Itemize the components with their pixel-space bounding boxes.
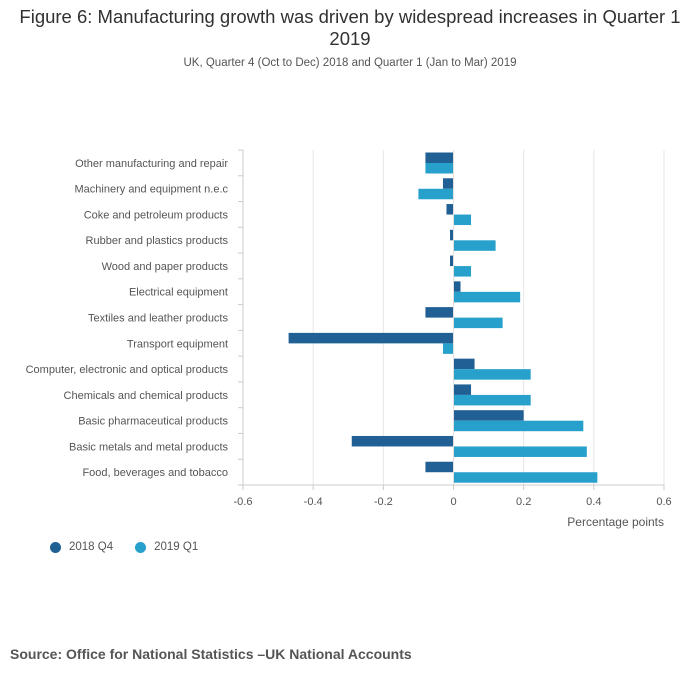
legend-label-2018-q4: 2018 Q4 (69, 541, 114, 553)
category-label: Machinery and equipment n.e.c (75, 184, 229, 196)
x-tick-label: -0.4 (304, 496, 323, 508)
bar-2019-q1 (453, 291, 521, 303)
category-label: Transport equipment (127, 338, 228, 350)
x-tick-label: 0.4 (586, 496, 601, 508)
bar-2019-q1 (453, 472, 598, 483)
bar-2019-q1 (453, 317, 503, 329)
category-label: Basic metals and metal products (69, 441, 228, 453)
category-label: Electrical equipment (129, 287, 228, 299)
bar-2019-q1 (442, 343, 454, 354)
legend-marker-2019-q1 (135, 541, 147, 553)
bar-2019-q1 (453, 266, 472, 277)
x-tick-label: -0.6 (234, 496, 253, 508)
bar-2018-q4 (425, 152, 454, 163)
bar-2018-q4 (449, 229, 454, 241)
bar-2019-q1 (453, 394, 531, 406)
bar-2019-q1 (453, 420, 584, 432)
legend-label-2019-q1: 2019 Q1 (154, 541, 199, 553)
bar-2019-q1 (453, 240, 496, 251)
bar-2018-q4 (453, 410, 524, 421)
bar-2019-q1 (453, 369, 531, 380)
bar-2019-q1 (418, 188, 454, 200)
category-label: Chemicals and chemical products (64, 390, 229, 402)
legend-item-2018-q4[interactable]: 2018 Q4 (50, 541, 113, 553)
legend-item-2019-q1[interactable]: 2019 Q1 (135, 541, 198, 553)
bar-2018-q4 (449, 255, 454, 267)
chart-title: Figure 6: Manufacturing growth was drive… (19, 6, 681, 49)
bar-2018-q4 (288, 332, 454, 344)
x-tick-label: -0.2 (374, 496, 393, 508)
bar-2018-q4 (442, 178, 454, 189)
bar-2018-q4 (425, 461, 454, 473)
bar-2018-q4 (425, 307, 454, 318)
x-tick-label: 0 (450, 496, 456, 508)
bar-2018-q4 (446, 204, 454, 215)
category-label: Wood and paper products (102, 261, 229, 273)
category-label: Food, beverages and tobacco (82, 467, 228, 479)
bar-2018-q4 (453, 384, 472, 395)
x-tick-label: 0.6 (656, 496, 671, 508)
category-label: Computer, electronic and optical product… (26, 364, 229, 376)
category-label: Other manufacturing and repair (75, 158, 228, 170)
bar-2019-q1 (425, 163, 454, 174)
bar-2018-q4 (453, 358, 475, 370)
source-note: Source: Office for National Statistics –… (10, 646, 412, 662)
bar-2018-q4 (351, 435, 454, 447)
category-label: Rubber and plastics products (86, 235, 229, 247)
category-label: Basic pharmaceutical products (78, 416, 228, 428)
category-label: Coke and petroleum products (84, 209, 229, 221)
bar-2019-q1 (453, 214, 472, 226)
legend-marker-2018-q4 (50, 541, 61, 553)
bar-2019-q1 (453, 446, 587, 457)
category-label: Textiles and leather products (88, 313, 229, 325)
chart-subtitle: UK, Quarter 4 (Oct to Dec) 2018 and Quar… (183, 57, 517, 69)
chart-legend: 2018 Q4 2019 Q1 (50, 541, 220, 553)
x-axis-title: Percentage points (567, 515, 664, 529)
x-tick-label: 0.2 (516, 496, 531, 508)
bar-2018-q4 (453, 281, 461, 292)
